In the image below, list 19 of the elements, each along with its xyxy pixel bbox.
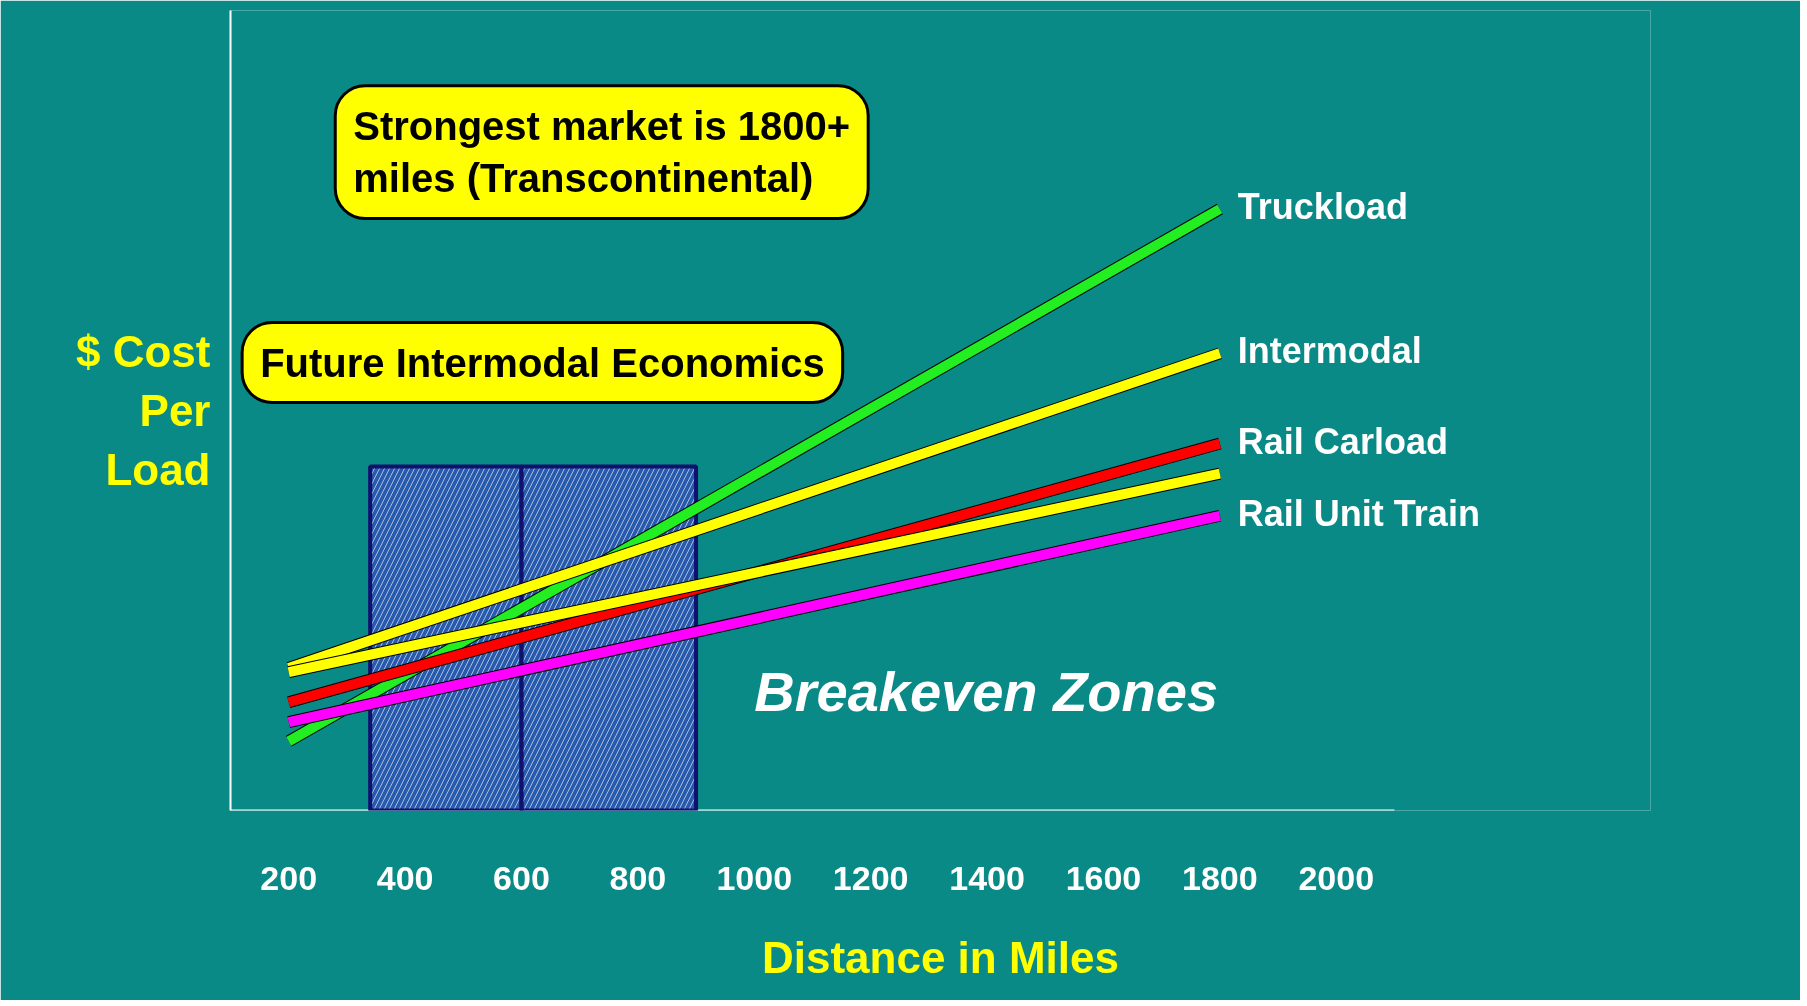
series-label: Rail Carload: [1237, 420, 1448, 462]
x-tick-label: 400: [376, 858, 434, 897]
series-label: Intermodal: [1237, 330, 1422, 372]
y-axis-title: $ Cost Per Load: [76, 327, 211, 494]
text: Strongest market is 1800+ miles (Transcontinental): [353, 103, 851, 201]
x-tick-label: 800: [609, 858, 667, 897]
annotation: Future Intermodal Economics: [260, 340, 825, 385]
x-tick-label: 200: [260, 858, 318, 897]
x-tick-label: 1200: [832, 858, 909, 897]
x-tick-label: 1000: [716, 858, 793, 897]
x-tick-label: 1600: [1065, 858, 1142, 897]
annotation: Breakeven Zones: [754, 659, 1219, 723]
series-label: Truckload: [1237, 186, 1408, 227]
series-label: Rail Unit Train: [1237, 492, 1480, 534]
x-axis-title: Distance in Miles: [762, 932, 1120, 982]
x-tick-label: 1400: [949, 858, 1025, 897]
x-tick-label: 2000: [1298, 858, 1375, 897]
x-tick-label: 600: [493, 858, 550, 897]
x-tick-label: 1800: [1182, 858, 1258, 897]
